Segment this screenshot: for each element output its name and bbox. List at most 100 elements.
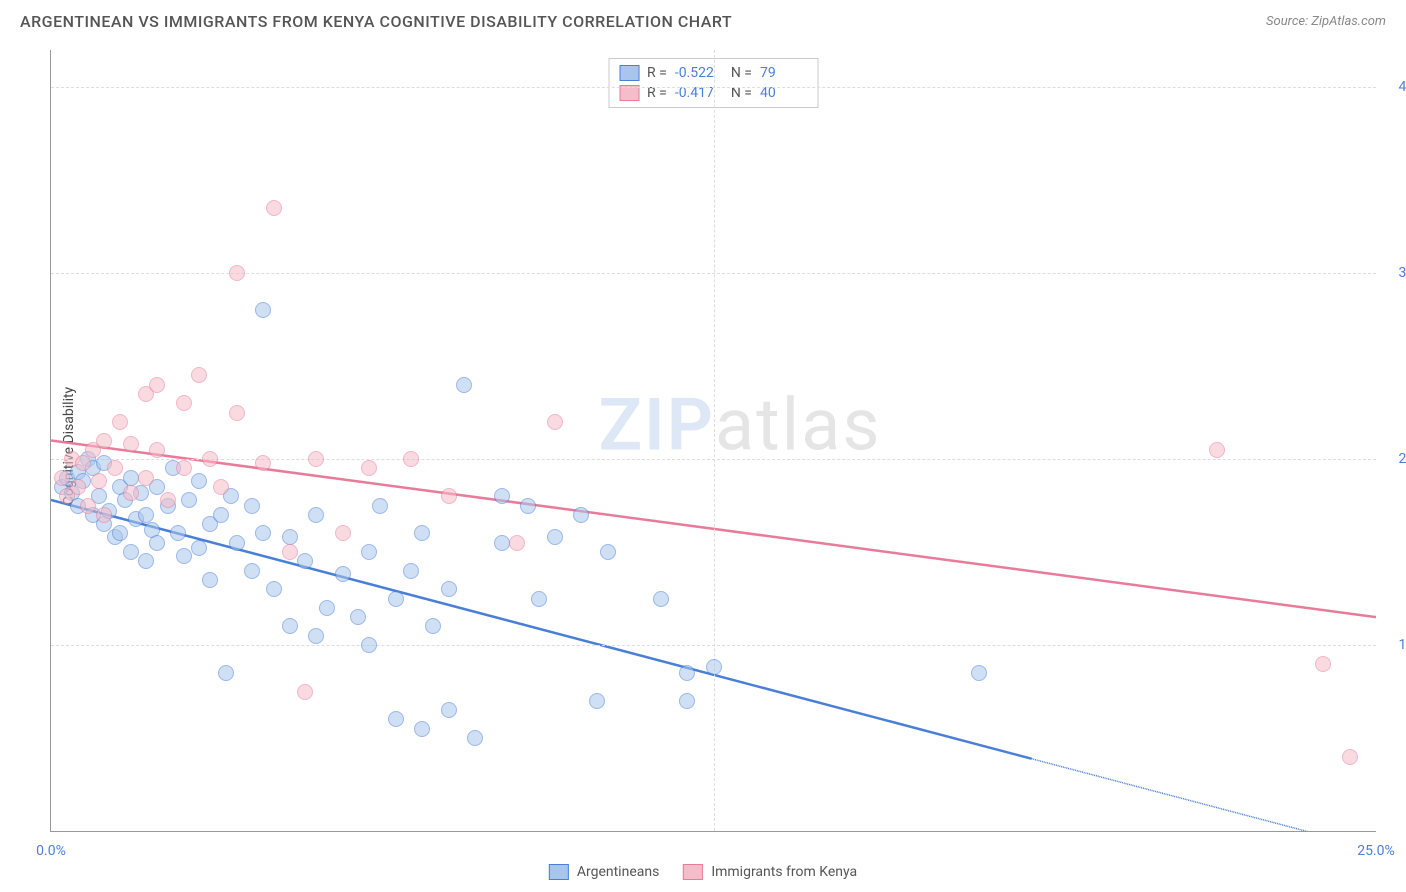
data-point — [573, 507, 589, 523]
n-label: N = — [731, 65, 752, 81]
data-point — [1342, 749, 1358, 765]
data-point — [589, 693, 605, 709]
r-label: R = — [647, 65, 667, 81]
data-point — [441, 702, 457, 718]
data-point — [441, 581, 457, 597]
data-point — [123, 544, 139, 560]
data-point — [414, 721, 430, 737]
data-point — [191, 540, 207, 556]
data-point — [509, 535, 525, 551]
trend-line-dashed — [1032, 759, 1377, 831]
watermark-atlas: atlas — [715, 382, 882, 467]
data-point — [679, 665, 695, 681]
ytick-label: 20.0% — [1381, 451, 1406, 467]
data-point — [441, 488, 457, 504]
swatch-legend-1 — [549, 864, 569, 880]
watermark-zip: ZIP — [598, 382, 714, 467]
data-point — [91, 473, 107, 489]
chart-title: ARGENTINEAN VS IMMIGRANTS FROM KENYA COG… — [20, 12, 732, 31]
swatch-series1 — [619, 65, 639, 81]
data-point — [361, 637, 377, 653]
xtick-label: 25.0% — [1357, 843, 1395, 859]
data-point — [297, 553, 313, 569]
data-point — [213, 507, 229, 523]
data-point — [361, 544, 377, 560]
data-point — [531, 591, 547, 607]
data-point — [308, 507, 324, 523]
scatter-chart: ZIPatlas R = -0.522 N = 79 R = -0.417 N … — [50, 50, 1376, 832]
chart-header: ARGENTINEAN VS IMMIGRANTS FROM KENYA COG… — [0, 0, 1406, 39]
data-point — [181, 492, 197, 508]
data-point — [229, 405, 245, 421]
data-point — [255, 525, 271, 541]
gridline-v — [714, 50, 715, 831]
data-point — [414, 525, 430, 541]
legend-label-2: Immigrants from Kenya — [711, 864, 857, 880]
data-point — [335, 525, 351, 541]
ytick-label: 10.0% — [1381, 637, 1406, 653]
data-point — [96, 433, 112, 449]
data-point — [176, 395, 192, 411]
data-point — [266, 200, 282, 216]
data-point — [202, 451, 218, 467]
legend-item-2: Immigrants from Kenya — [683, 864, 857, 880]
data-point — [138, 507, 154, 523]
data-point — [244, 498, 260, 514]
data-point — [229, 535, 245, 551]
data-point — [107, 460, 123, 476]
data-point — [403, 451, 419, 467]
data-point — [213, 479, 229, 495]
data-point — [1209, 442, 1225, 458]
data-point — [520, 498, 536, 514]
data-point — [54, 470, 70, 486]
data-point — [255, 302, 271, 318]
data-point — [191, 473, 207, 489]
data-point — [229, 265, 245, 281]
data-point — [70, 479, 86, 495]
data-point — [653, 591, 669, 607]
data-point — [112, 525, 128, 541]
data-point — [282, 544, 298, 560]
data-point — [123, 485, 139, 501]
data-point — [494, 488, 510, 504]
data-point — [425, 618, 441, 634]
data-point — [388, 711, 404, 727]
data-point — [361, 460, 377, 476]
source-attribution: Source: ZipAtlas.com — [1266, 14, 1386, 29]
xtick-label: 0.0% — [36, 843, 66, 859]
data-point — [547, 414, 563, 430]
r-value-1: -0.522 — [675, 65, 723, 81]
data-point — [123, 436, 139, 452]
data-point — [138, 553, 154, 569]
series-legend: Argentineans Immigrants from Kenya — [549, 864, 857, 880]
data-point — [706, 659, 722, 675]
data-point — [149, 442, 165, 458]
data-point — [335, 566, 351, 582]
data-point — [244, 563, 260, 579]
data-point — [467, 730, 483, 746]
legend-label-1: Argentineans — [577, 864, 659, 880]
data-point — [308, 628, 324, 644]
data-point — [308, 451, 324, 467]
data-point — [547, 529, 563, 545]
data-point — [218, 665, 234, 681]
data-point — [255, 455, 271, 471]
n-value-1: 79 — [760, 65, 808, 81]
legend-item-1: Argentineans — [549, 864, 659, 880]
data-point — [176, 548, 192, 564]
data-point — [202, 572, 218, 588]
data-point — [403, 563, 419, 579]
data-point — [282, 618, 298, 634]
data-point — [350, 609, 366, 625]
data-point — [170, 525, 186, 541]
swatch-legend-2 — [683, 864, 703, 880]
data-point — [160, 492, 176, 508]
data-point — [297, 684, 313, 700]
data-point — [388, 591, 404, 607]
data-point — [679, 693, 695, 709]
ytick-label: 30.0% — [1381, 265, 1406, 281]
data-point — [138, 470, 154, 486]
data-point — [494, 535, 510, 551]
data-point — [123, 470, 139, 486]
data-point — [80, 498, 96, 514]
